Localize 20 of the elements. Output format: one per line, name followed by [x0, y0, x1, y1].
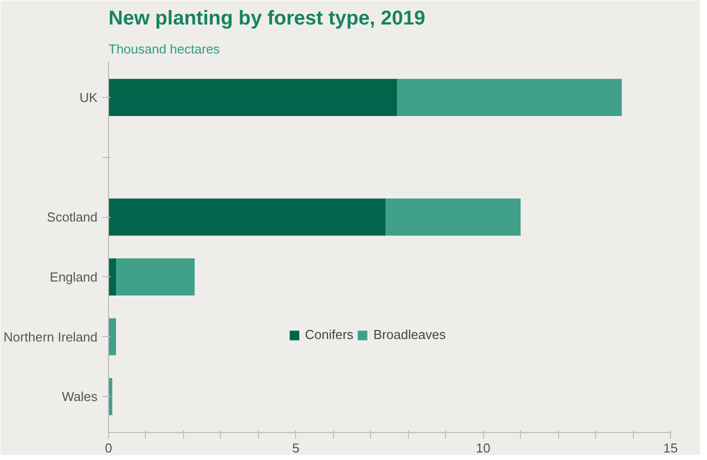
legend-label: Broadleaves — [373, 327, 446, 342]
chart-subtitle: Thousand hectares — [108, 42, 220, 56]
y-tick-label: England — [50, 269, 98, 284]
bar — [396, 78, 622, 116]
y-tick-label: Wales — [62, 389, 98, 404]
x-tick-label: 5 — [292, 440, 300, 456]
legend-label: Conifers — [305, 327, 354, 342]
bar — [108, 198, 386, 236]
x-tick-label: 0 — [104, 440, 112, 456]
bar — [108, 318, 116, 356]
x-tick-label: 15 — [663, 440, 678, 456]
bar — [108, 258, 116, 296]
x-tick-label: 10 — [476, 440, 490, 456]
y-tick-label: Northern Ireland — [4, 329, 98, 344]
bar — [108, 78, 397, 116]
y-tick-label: UK — [79, 90, 98, 105]
bar — [386, 198, 521, 236]
chart-title: New planting by forest type, 2019 — [108, 8, 426, 30]
y-tick-label: Scotland — [46, 210, 98, 225]
bar — [116, 258, 195, 296]
